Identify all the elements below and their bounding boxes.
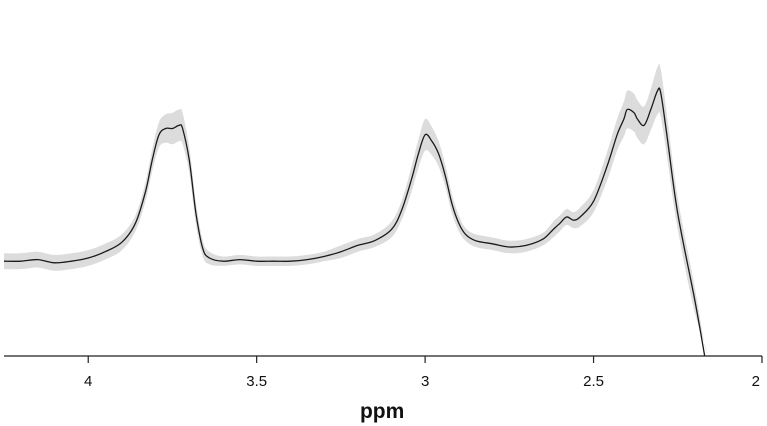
- x-axis: 4 3.5 3 2.5 2 ppm: [4, 355, 763, 423]
- x-axis-ticks: 4 3.5 3 2.5 2: [84, 356, 763, 390]
- x-axis-label: ppm: [360, 400, 404, 423]
- x-tick-label: 2.5: [583, 373, 604, 390]
- spectrum-line: [3, 87, 706, 357]
- x-tick-label: 3.5: [246, 373, 267, 390]
- x-tick-label: 2: [752, 373, 760, 390]
- confidence-band: [4, 63, 709, 356]
- plot-area: [3, 63, 709, 357]
- x-tick-label: 3: [421, 373, 429, 390]
- x-tick-label: 4: [84, 373, 92, 390]
